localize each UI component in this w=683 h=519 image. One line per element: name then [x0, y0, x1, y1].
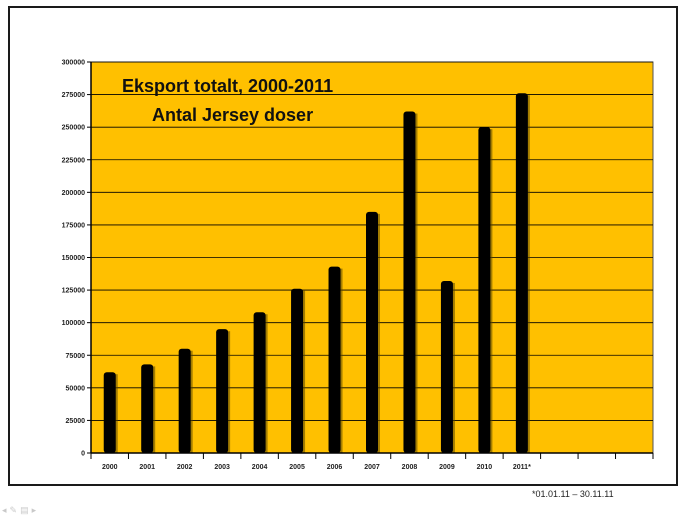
- bar-2011*: [515, 93, 528, 453]
- x-tick-label: 2010: [477, 464, 493, 471]
- chart-title: Eksport totalt, 2000-2011: [122, 76, 333, 96]
- slide-nav-controls: ◂ ✎ ▤ ▸: [2, 505, 36, 516]
- x-tick-labels: 2000 2001 2002 2003 2004 2005 2006 2007 2008 2009…: [102, 464, 531, 471]
- x-tick-label: 2007: [364, 464, 380, 471]
- y-tick-label: 150000: [62, 255, 85, 262]
- x-tick-label: 2003: [214, 464, 230, 471]
- y-tick-labels: 0 25000 50000 75000 100000 125000 150000 175000…: [62, 60, 91, 458]
- x-tick-label: 2009: [439, 464, 455, 471]
- y-tick-label: 300000: [62, 60, 85, 67]
- y-tick-label: 25000: [66, 418, 86, 425]
- x-tick-label: 2005: [289, 464, 305, 471]
- y-tick-label: 50000: [66, 385, 86, 392]
- y-tick-label: 250000: [62, 125, 85, 132]
- arrow-right-icon[interactable]: ▸: [31, 505, 37, 515]
- x-tick-label: 2011*: [513, 464, 531, 471]
- bars: [103, 93, 530, 454]
- bar-2003: [216, 329, 229, 453]
- bar-2001: [141, 364, 154, 453]
- bar-2004: [253, 312, 266, 453]
- bar-2007: [366, 211, 378, 453]
- bar-2002: [178, 348, 191, 453]
- y-tick-label: 225000: [62, 157, 85, 164]
- bar-2010: [478, 127, 491, 454]
- y-tick-label: 100000: [62, 320, 85, 327]
- bar-2000: [103, 372, 116, 453]
- bar-2008: [403, 111, 416, 453]
- y-tick-label: 125000: [62, 288, 85, 295]
- footnote: *01.01.11 – 30.11.11: [532, 489, 614, 499]
- x-tick-label: 2002: [177, 464, 193, 471]
- bar-2009: [440, 280, 453, 453]
- pen-icon[interactable]: ✎: [9, 505, 18, 515]
- y-tick-label: 200000: [62, 190, 85, 197]
- x-tick-label: 2006: [327, 464, 343, 471]
- bar-2006: [328, 266, 341, 453]
- bar-2005: [291, 288, 304, 453]
- y-tick-label: 275000: [62, 92, 85, 99]
- x-tick-label: 2000: [102, 464, 118, 471]
- x-tick-label: 2004: [252, 464, 268, 471]
- y-tick-label: 175000: [62, 222, 85, 229]
- chart-subtitle: Antal Jersey doser: [152, 105, 313, 125]
- y-tick-label: 75000: [66, 353, 86, 360]
- menu-icon[interactable]: ▤: [20, 505, 29, 515]
- x-tick-label: 2001: [139, 464, 155, 471]
- x-tick-label: 2008: [402, 464, 418, 471]
- y-tick-label: 0: [81, 451, 85, 458]
- arrow-left-icon[interactable]: ◂: [2, 505, 7, 515]
